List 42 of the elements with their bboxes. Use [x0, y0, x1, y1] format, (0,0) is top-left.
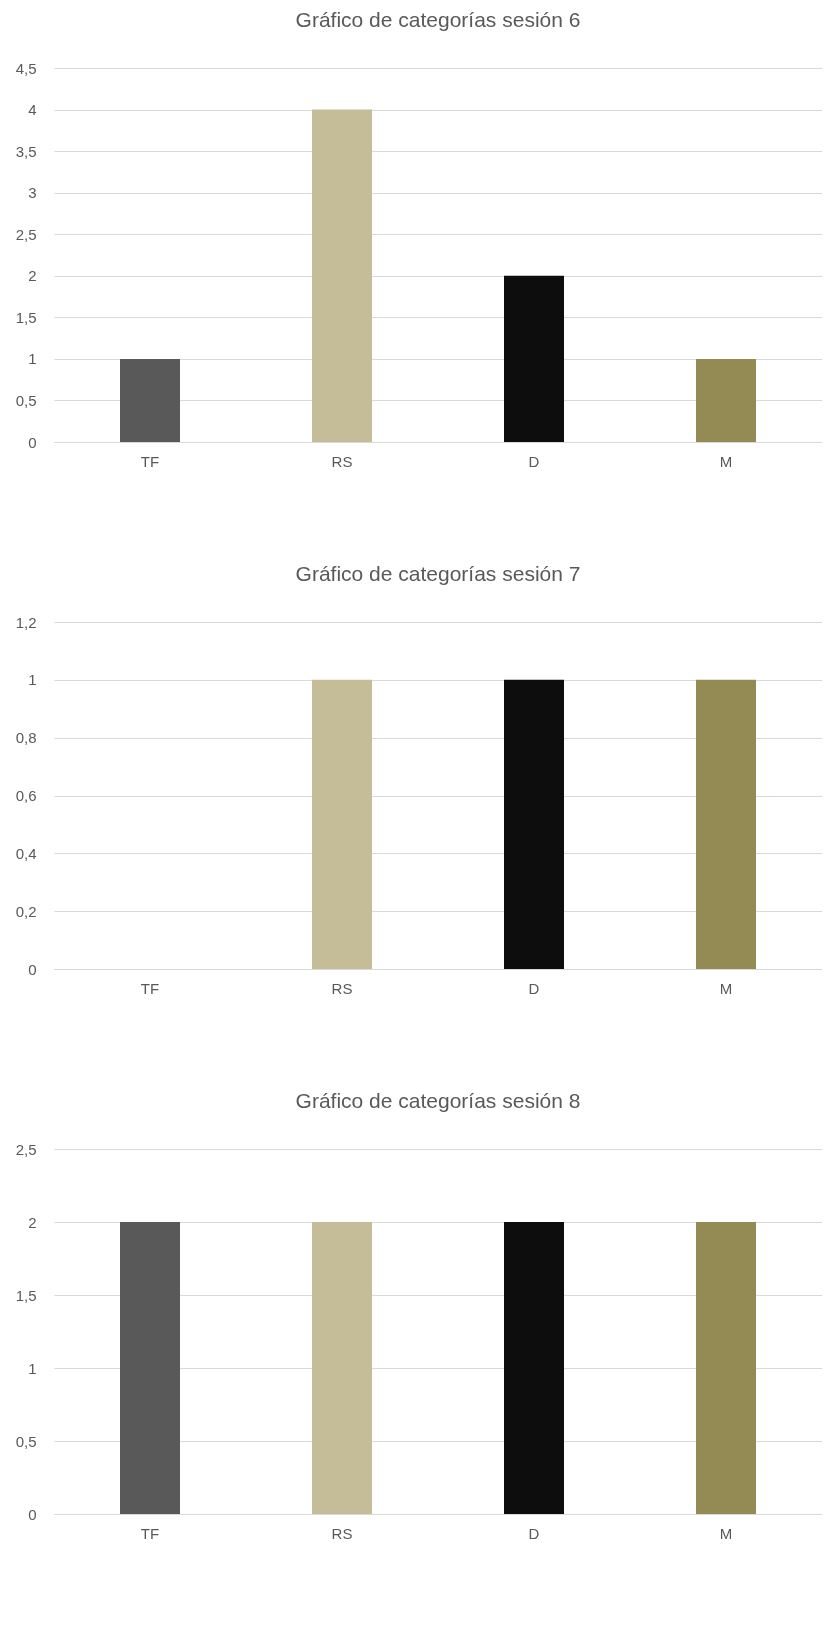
x-tick-label: D — [528, 452, 540, 470]
y-tick-label: 2 — [28, 267, 37, 285]
chart-title: Gráfico de categorías sesión 8 — [295, 1089, 581, 1112]
y-tick-label: 2 — [28, 1213, 37, 1231]
x-tick-label: M — [719, 452, 733, 470]
x-tick-label: TF — [140, 979, 160, 997]
bar — [504, 275, 564, 442]
bar — [120, 358, 180, 442]
y-tick-label: 0,2 — [15, 902, 37, 920]
x-tick-label: RS — [331, 979, 353, 997]
y-tick-label: 3 — [28, 184, 37, 202]
x-tick-label: D — [528, 979, 540, 997]
y-tick-label: 1,2 — [15, 613, 37, 631]
x-tick-label: RS — [331, 452, 353, 470]
chart-title: Gráfico de categorías sesión 7 — [295, 562, 581, 585]
y-tick-label: 4,5 — [15, 59, 37, 77]
y-tick-label: 0,5 — [15, 1432, 37, 1450]
y-tick-label: 0 — [28, 960, 37, 978]
y-tick-label: 2,5 — [15, 1140, 37, 1158]
bar — [312, 109, 372, 442]
x-tick-label: M — [719, 979, 733, 997]
y-tick-label: 1,5 — [15, 1286, 37, 1304]
y-tick-label: 1,5 — [15, 308, 37, 326]
y-tick-label: 1 — [28, 1359, 37, 1377]
y-tick-label: 2,5 — [15, 225, 37, 243]
y-tick-label: 4 — [28, 101, 37, 119]
x-tick-label: D — [528, 1524, 540, 1542]
y-tick-label: 1 — [28, 671, 37, 689]
x-tick-label: RS — [331, 1524, 353, 1542]
x-tick-label: TF — [140, 1524, 160, 1542]
y-tick-label: 0,4 — [15, 844, 37, 862]
x-tick-label: TF — [140, 452, 160, 470]
bar — [696, 358, 756, 442]
y-tick-label: 1 — [28, 350, 37, 368]
y-tick-label: 0 — [28, 433, 37, 451]
y-tick-label: 0,8 — [15, 729, 37, 747]
y-tick-label: 0 — [28, 1505, 37, 1523]
y-tick-label: 3,5 — [15, 142, 37, 160]
y-tick-label: 0,6 — [15, 787, 37, 804]
y-tick-label: 0,5 — [15, 391, 37, 409]
chart-title: Gráfico de categorías sesión 6 — [295, 8, 581, 31]
x-tick-label: M — [719, 1524, 733, 1542]
